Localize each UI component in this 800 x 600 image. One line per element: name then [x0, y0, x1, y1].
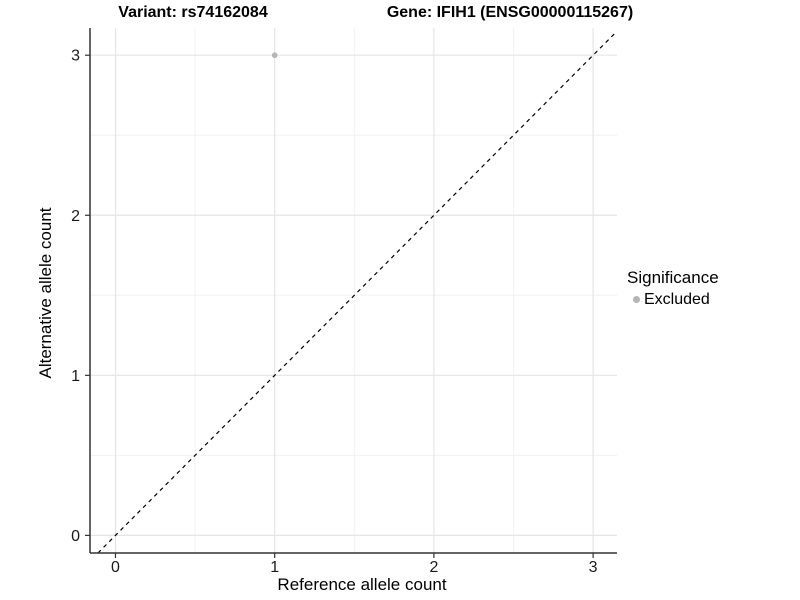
variant-title: Variant: rs74162084: [118, 4, 268, 21]
data-point: [271, 52, 278, 59]
legend-item-excluded: Excluded: [627, 290, 719, 309]
legend-item-label: Excluded: [644, 291, 710, 308]
x-tick-label: 2: [429, 559, 438, 576]
x-tick-label: 1: [270, 559, 279, 576]
legend-marker-icon: [633, 296, 640, 303]
identity-line: [97, 30, 618, 554]
y-tick-label: 2: [71, 208, 80, 225]
x-tick-label: 3: [589, 559, 598, 576]
gene-title: Gene: IFIH1 (ENSG00000115267): [386, 4, 634, 21]
x-axis-title: Reference allele count: [277, 575, 447, 594]
y-axis-title: Alternative allele count: [36, 207, 55, 379]
legend-title: Significance: [627, 268, 719, 287]
x-tick-label: 0: [111, 559, 120, 576]
legend: Significance Excluded: [627, 267, 719, 309]
y-tick-label: 1: [71, 368, 80, 385]
y-tick-label: 0: [71, 528, 80, 545]
y-tick-label: 3: [71, 48, 80, 65]
